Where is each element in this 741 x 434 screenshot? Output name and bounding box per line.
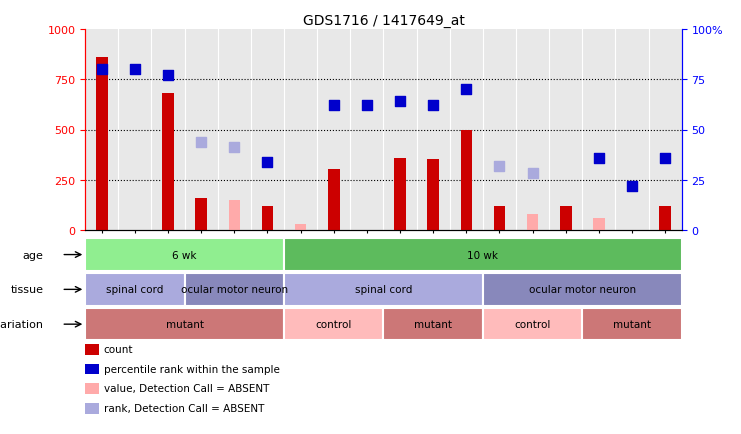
Bar	[328, 169, 339, 230]
Point	[593, 155, 605, 161]
Bar	[659, 206, 671, 230]
Point	[262, 159, 273, 166]
Point	[428, 103, 439, 110]
Text: mutant: mutant	[613, 319, 651, 329]
Text: control: control	[514, 319, 551, 329]
Text: 6 wk: 6 wk	[173, 250, 197, 260]
Text: 10 wk: 10 wk	[468, 250, 499, 260]
Point	[460, 87, 472, 94]
Bar	[295, 224, 307, 230]
Text: mutant: mutant	[166, 319, 204, 329]
Bar	[284, 308, 384, 341]
Bar	[162, 94, 174, 230]
Point	[196, 139, 207, 146]
Text: percentile rank within the sample: percentile rank within the sample	[104, 364, 279, 374]
Bar	[483, 273, 682, 306]
Bar	[560, 206, 571, 230]
Bar	[527, 214, 539, 230]
Text: spinal cord: spinal cord	[106, 285, 164, 295]
Point	[129, 67, 141, 74]
Text: age: age	[22, 250, 44, 260]
Text: ocular motor neuron: ocular motor neuron	[181, 285, 288, 295]
Bar	[228, 200, 240, 230]
Bar	[96, 58, 107, 230]
Bar	[196, 198, 207, 230]
Point	[527, 170, 539, 177]
Point	[328, 103, 339, 110]
Text: spinal cord: spinal cord	[355, 285, 412, 295]
Bar	[284, 273, 483, 306]
Bar	[384, 308, 483, 341]
Point	[162, 73, 174, 80]
Bar	[262, 206, 273, 230]
Text: genotype/variation: genotype/variation	[0, 319, 44, 329]
Point	[494, 163, 505, 170]
Bar	[483, 308, 582, 341]
Bar	[428, 159, 439, 230]
Bar	[460, 130, 472, 230]
Text: value, Detection Call = ABSENT: value, Detection Call = ABSENT	[104, 384, 269, 393]
Bar	[582, 308, 682, 341]
Text: count: count	[104, 345, 133, 354]
Title: GDS1716 / 1417649_at: GDS1716 / 1417649_at	[302, 14, 465, 28]
Text: tissue: tissue	[10, 285, 44, 295]
Point	[96, 67, 107, 74]
Point	[659, 155, 671, 161]
Bar	[85, 273, 185, 306]
Bar	[593, 218, 605, 230]
Bar	[284, 239, 682, 271]
Bar	[394, 158, 406, 230]
Point	[228, 144, 240, 151]
Text: ocular motor neuron: ocular motor neuron	[529, 285, 636, 295]
Point	[361, 103, 373, 110]
Text: rank, Detection Call = ABSENT: rank, Detection Call = ABSENT	[104, 403, 264, 413]
Point	[626, 183, 638, 190]
Text: control: control	[316, 319, 352, 329]
Text: mutant: mutant	[414, 319, 452, 329]
Bar	[85, 308, 284, 341]
Bar	[185, 273, 284, 306]
Bar	[494, 206, 505, 230]
Bar	[85, 239, 284, 271]
Point	[394, 99, 406, 106]
